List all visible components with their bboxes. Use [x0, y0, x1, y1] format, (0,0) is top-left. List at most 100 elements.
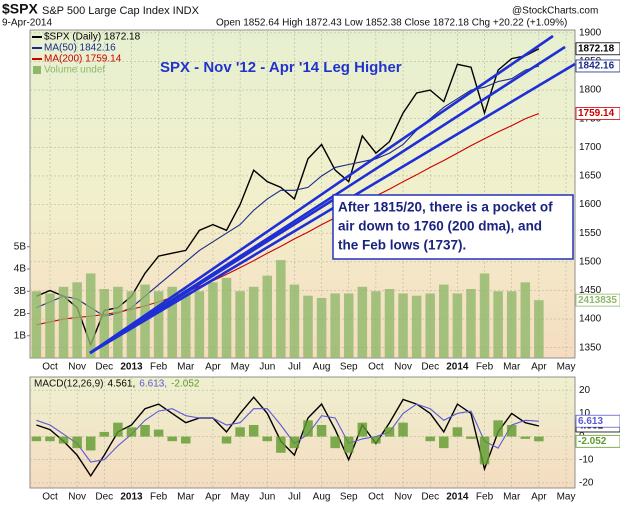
x-tick-label: Feb: [476, 492, 494, 503]
y-tick-label: 1700: [579, 142, 602, 153]
value-tag: 1759.14: [578, 108, 615, 119]
x-tick-label: Nov: [68, 362, 86, 373]
value-tag: 1872.18: [578, 43, 615, 54]
bar: [208, 282, 218, 358]
legend-label: Volume undef: [44, 65, 105, 76]
value-tag-box: [575, 434, 620, 448]
y-tick-label: -20: [579, 478, 594, 489]
bar: [58, 286, 69, 358]
x-tick-label: Dec: [421, 492, 439, 503]
x-tick-label: Feb: [476, 362, 494, 373]
annotation: After 1815/20, there is a pocket of: [338, 200, 553, 215]
bar: [534, 300, 544, 358]
bar: [357, 286, 368, 358]
y-tick-label: 1350: [579, 342, 602, 353]
bar: [126, 427, 137, 437]
trend-line: [89, 34, 554, 355]
bar: [262, 436, 273, 442]
y-tick-label: 20: [579, 385, 591, 396]
x-tick-label: Sep: [340, 362, 358, 373]
bar: [31, 436, 42, 442]
source: @StockCharts.com: [512, 6, 598, 17]
y2-tick-label: 1B: [14, 330, 27, 341]
bar: [72, 282, 82, 358]
x-tick-label: Mar: [177, 362, 195, 373]
bar: [45, 436, 55, 442]
x-tick-label: Jun: [259, 492, 275, 503]
bar: [113, 286, 123, 358]
bar: [45, 293, 55, 358]
legend-label: 4.561,: [107, 379, 135, 390]
bar: [534, 436, 544, 442]
legend-label: -2.052: [171, 379, 200, 390]
bar: [330, 436, 340, 449]
value-tag: -2.052: [578, 436, 607, 447]
bar: [221, 436, 232, 444]
bar: [153, 429, 164, 437]
value-tag-box: [575, 59, 620, 73]
legend-label: 6.613,: [139, 379, 167, 390]
bar: [72, 436, 82, 449]
bar: [479, 273, 490, 358]
series-line: [36, 403, 539, 463]
legend-label: MA(50) 1842.16: [44, 43, 116, 54]
bar: [384, 289, 395, 358]
y-tick-label: 1500: [579, 256, 602, 267]
date: 9-Apr-2014: [2, 18, 52, 29]
bar: [153, 291, 164, 358]
bar: [276, 260, 286, 358]
trend-line: [89, 198, 334, 355]
bar: [371, 291, 381, 358]
x-tick-label: 2013: [120, 492, 143, 503]
bar: [303, 420, 313, 437]
x-tick-label: 2014: [446, 492, 469, 503]
bar: [85, 273, 96, 358]
bar: [439, 284, 449, 358]
x-tick-label: Jun: [259, 362, 275, 373]
bar: [357, 422, 368, 437]
x-tick-label: May: [231, 492, 250, 503]
bar: [398, 293, 408, 358]
x-tick-label: Oct: [368, 362, 384, 373]
bar: [31, 291, 42, 358]
legend-title: MACD(12,26,9): [34, 379, 103, 390]
bar: [248, 424, 259, 437]
x-tick-label: Mar: [503, 362, 521, 373]
legend-swatch: [33, 66, 41, 74]
x-tick-label: Nov: [394, 362, 412, 373]
x-tick-label: Aug: [313, 492, 331, 503]
x-tick-label: Apr: [531, 492, 547, 503]
y-tick-label: 1550: [579, 228, 602, 239]
value-tag-box: [575, 42, 620, 56]
y2-tick-label: 3B: [14, 286, 27, 297]
bar: [439, 436, 449, 449]
annotation: the Feb lows (1737).: [338, 238, 466, 253]
bar: [452, 427, 463, 437]
x-tick-label: Sep: [340, 492, 358, 503]
x-tick-label: Dec: [95, 492, 113, 503]
legend-label: MA(200) 1759.14: [44, 54, 122, 65]
bar: [425, 436, 435, 442]
x-tick-label: Dec: [95, 362, 113, 373]
bar: [303, 295, 313, 358]
x-tick-label: 2013: [120, 362, 143, 373]
bar: [289, 436, 300, 449]
x-tick-label: Apr: [205, 492, 221, 503]
bar: [425, 293, 435, 358]
x-tick-label: Apr: [205, 362, 221, 373]
x-tick-label: Jul: [288, 362, 301, 373]
bar: [194, 291, 205, 358]
bar: [316, 424, 327, 437]
x-tick-label: Feb: [150, 492, 168, 503]
value-tag-box: [575, 414, 620, 428]
y-tick-label: 1450: [579, 285, 602, 296]
y-tick-label: 1400: [579, 314, 602, 325]
bar: [85, 436, 96, 451]
bar: [398, 422, 408, 437]
bar: [289, 284, 300, 358]
value-tag: 6.613: [578, 416, 603, 427]
bar: [466, 289, 476, 358]
x-tick-label: May: [557, 362, 576, 373]
value-tag-box: [575, 107, 620, 120]
value-tag: 1842.16: [578, 61, 615, 72]
